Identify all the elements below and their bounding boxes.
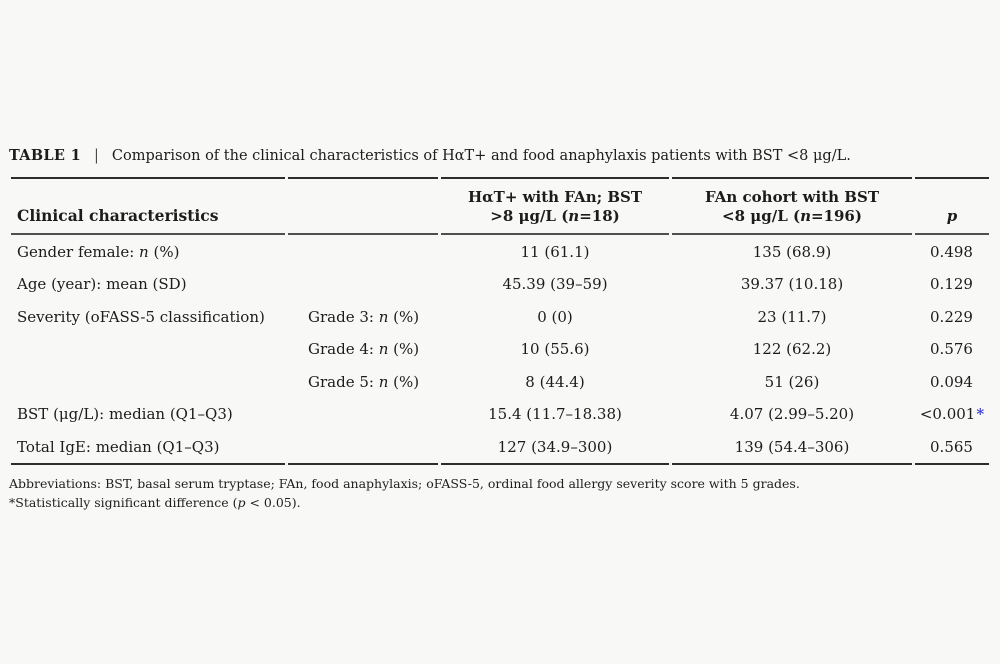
cell-hat-cohort: 10 (55.6): [520, 340, 590, 359]
column-header-p-value: p: [915, 176, 989, 236]
cell-fan-cohort: 23 (11.7): [757, 307, 827, 326]
row-sublabel: Grade 5: n (%): [308, 372, 420, 391]
table-row: Gender female: n (%) 11 (61.1) 135 (68.9…: [11, 235, 989, 268]
table-row: Total IgE: median (Q1–Q3) 127 (34.9–300)…: [11, 430, 989, 465]
caption-separator: |: [94, 148, 99, 164]
cell-hat-cohort: 8 (44.4): [525, 372, 585, 391]
cell-hat-cohort: 11 (61.1): [520, 242, 590, 261]
header-line-2: <8 μg/L (n=196): [722, 206, 862, 225]
cell-p-value: 0.565: [915, 430, 989, 465]
row-label: Severity (oFASS-5 classification): [17, 307, 265, 326]
column-header-hat-cohort: HαT+ with FAn; BST >8 μg/L (n=18): [441, 176, 669, 236]
table-row: Grade 5: n (%) 8 (44.4) 51 (26) 0.094: [11, 365, 989, 398]
cell-p-value: 0.229: [930, 307, 973, 326]
column-header-fan-cohort: FAn cohort with BST <8 μg/L (n=196): [672, 176, 912, 236]
row-sublabel: [288, 398, 438, 431]
cell-p-value: <0.001*: [919, 405, 985, 424]
cell-fan-cohort: 39.37 (10.18): [740, 275, 844, 294]
table-row: BST (μg/L): median (Q1–Q3) 15.4 (11.7–18…: [11, 398, 989, 431]
row-sublabel: [288, 235, 438, 268]
row-sublabel: [288, 268, 438, 301]
table-row: Age (year): mean (SD) 45.39 (39–59) 39.3…: [11, 268, 989, 301]
footnote-significance: *Statistically significant difference (p…: [9, 495, 301, 511]
table-1-figure: TABLE 1 | Comparison of the clinical cha…: [8, 147, 992, 513]
row-label: Total IgE: median (Q1–Q3): [11, 430, 285, 465]
cell-hat-cohort: 45.39 (39–59): [502, 275, 608, 294]
cell-p-value: 0.576: [930, 340, 973, 359]
cell-p-value: 0.498: [930, 242, 973, 261]
row-label: Age (year): mean (SD): [17, 275, 187, 294]
row-sublabel: Grade 4: n (%): [308, 340, 420, 359]
cell-fan-cohort: 139 (54.4–306): [672, 430, 912, 465]
cell-fan-cohort: 4.07 (2.99–5.20): [729, 405, 855, 424]
cell-fan-cohort: 51 (26): [764, 372, 820, 391]
footnote-abbreviations: Abbreviations: BST, basal serum tryptase…: [9, 475, 800, 491]
cell-p-value: 0.129: [930, 275, 973, 294]
table-row: Severity (oFASS-5 classification) Grade …: [11, 300, 989, 333]
cell-hat-cohort: 15.4 (11.7–18.38): [488, 405, 622, 424]
cell-fan-cohort: 122 (62.2): [752, 340, 832, 359]
header-row: Clinical characteristics HαT+ with FAn; …: [11, 176, 989, 236]
column-header-clinical-characteristics: Clinical characteristics: [11, 176, 285, 236]
cell-hat-cohort: 127 (34.9–300): [441, 430, 669, 465]
row-sublabel: [288, 430, 438, 465]
row-label: [11, 333, 285, 366]
row-sublabel: Grade 3: n (%): [308, 307, 420, 326]
cell-fan-cohort: 135 (68.9): [752, 242, 832, 261]
table-footnotes: Abbreviations: BST, basal serum tryptase…: [8, 474, 992, 513]
table-label: TABLE 1: [9, 147, 81, 164]
table-row: Grade 4: n (%) 10 (55.6) 122 (62.2) 0.57…: [11, 333, 989, 366]
row-label: Gender female: n (%): [17, 242, 180, 261]
cell-p-value: 0.094: [930, 372, 973, 391]
header-line-2: >8 μg/L (n=18): [490, 206, 620, 225]
table-caption-row: TABLE 1 | Comparison of the clinical cha…: [8, 147, 992, 166]
row-label: BST (μg/L): median (Q1–Q3): [17, 405, 233, 424]
table-caption: Comparison of the clinical characteristi…: [111, 148, 851, 164]
column-header-subcategory-empty: [288, 176, 438, 236]
significance-asterisk: *: [976, 405, 985, 424]
clinical-characteristics-table: Clinical characteristics HαT+ with FAn; …: [8, 176, 992, 465]
cell-hat-cohort: 0 (0): [537, 307, 573, 326]
header-line-1: FAn cohort with BST: [705, 187, 879, 206]
row-label: [11, 365, 285, 398]
header-line-1: HαT+ with FAn; BST: [467, 187, 643, 206]
